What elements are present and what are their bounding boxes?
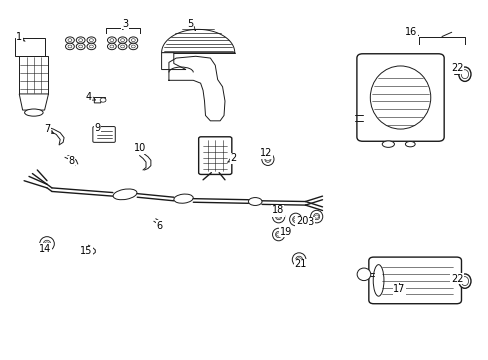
Ellipse shape	[458, 274, 470, 288]
Circle shape	[131, 39, 135, 41]
Text: 11: 11	[272, 206, 284, 217]
Circle shape	[131, 45, 135, 48]
Text: 22: 22	[450, 63, 463, 73]
Circle shape	[76, 43, 85, 50]
Ellipse shape	[272, 228, 284, 241]
Text: 17: 17	[392, 284, 405, 294]
Text: 16: 16	[405, 27, 417, 37]
FancyBboxPatch shape	[368, 257, 461, 304]
Circle shape	[110, 45, 114, 48]
Circle shape	[118, 43, 127, 50]
Ellipse shape	[372, 265, 383, 296]
Circle shape	[87, 43, 96, 50]
Ellipse shape	[174, 194, 193, 203]
Polygon shape	[19, 56, 48, 94]
Ellipse shape	[275, 231, 281, 238]
Text: 10: 10	[133, 143, 145, 154]
Circle shape	[110, 39, 114, 41]
Text: 15: 15	[80, 246, 92, 256]
Circle shape	[76, 37, 85, 43]
Ellipse shape	[292, 253, 305, 266]
Polygon shape	[94, 98, 105, 103]
Text: 21: 21	[294, 259, 306, 269]
Text: 1: 1	[16, 32, 25, 42]
Circle shape	[79, 45, 82, 48]
Text: 4: 4	[85, 92, 95, 102]
Circle shape	[129, 43, 138, 50]
Circle shape	[89, 45, 93, 48]
Circle shape	[314, 215, 318, 218]
Ellipse shape	[275, 213, 281, 220]
Ellipse shape	[313, 213, 319, 220]
Text: 20: 20	[295, 216, 307, 226]
Text: 9: 9	[94, 123, 100, 133]
Text: 22: 22	[450, 274, 463, 284]
Circle shape	[29, 47, 42, 56]
Ellipse shape	[264, 156, 270, 162]
Circle shape	[107, 43, 116, 50]
Text: 19: 19	[279, 227, 291, 237]
Circle shape	[121, 39, 124, 41]
Circle shape	[65, 43, 74, 50]
Circle shape	[107, 37, 116, 43]
Ellipse shape	[382, 141, 394, 147]
Circle shape	[121, 45, 124, 48]
Ellipse shape	[460, 70, 468, 79]
Ellipse shape	[43, 240, 51, 247]
Polygon shape	[161, 30, 234, 53]
Text: 7: 7	[44, 124, 54, 134]
Polygon shape	[168, 56, 224, 121]
Ellipse shape	[460, 276, 468, 285]
Text: 12: 12	[260, 148, 272, 158]
Text: 13: 13	[302, 217, 314, 227]
Circle shape	[44, 242, 50, 246]
Circle shape	[18, 47, 30, 56]
Circle shape	[79, 39, 82, 41]
Ellipse shape	[248, 198, 262, 206]
Polygon shape	[161, 53, 185, 69]
Circle shape	[89, 39, 93, 41]
Text: 6: 6	[156, 221, 163, 231]
Circle shape	[18, 39, 30, 48]
Ellipse shape	[295, 256, 302, 263]
Text: 2: 2	[227, 153, 236, 163]
Ellipse shape	[369, 66, 430, 129]
Circle shape	[68, 45, 72, 48]
FancyBboxPatch shape	[93, 127, 115, 142]
Ellipse shape	[356, 268, 370, 280]
Text: 3: 3	[122, 19, 128, 30]
Circle shape	[65, 37, 74, 43]
Ellipse shape	[40, 237, 54, 251]
Ellipse shape	[261, 153, 273, 166]
Circle shape	[118, 37, 127, 43]
Circle shape	[265, 158, 269, 161]
Ellipse shape	[24, 109, 43, 116]
Circle shape	[68, 39, 72, 41]
Ellipse shape	[272, 210, 284, 223]
Polygon shape	[19, 94, 48, 110]
Text: 14: 14	[40, 244, 52, 254]
Circle shape	[29, 39, 42, 48]
Polygon shape	[15, 39, 44, 56]
Circle shape	[276, 233, 280, 236]
Ellipse shape	[289, 213, 301, 226]
Circle shape	[87, 37, 96, 43]
Text: 5: 5	[186, 19, 195, 30]
Circle shape	[100, 98, 106, 102]
Ellipse shape	[292, 216, 298, 222]
Ellipse shape	[405, 141, 414, 147]
Circle shape	[293, 218, 297, 221]
Circle shape	[296, 258, 301, 261]
Ellipse shape	[458, 67, 470, 81]
FancyBboxPatch shape	[198, 137, 231, 175]
Circle shape	[129, 37, 138, 43]
Text: 18: 18	[271, 206, 283, 216]
Ellipse shape	[113, 189, 137, 200]
Text: 8: 8	[69, 156, 75, 166]
Circle shape	[276, 215, 280, 218]
FancyBboxPatch shape	[356, 54, 443, 141]
Ellipse shape	[310, 210, 322, 223]
